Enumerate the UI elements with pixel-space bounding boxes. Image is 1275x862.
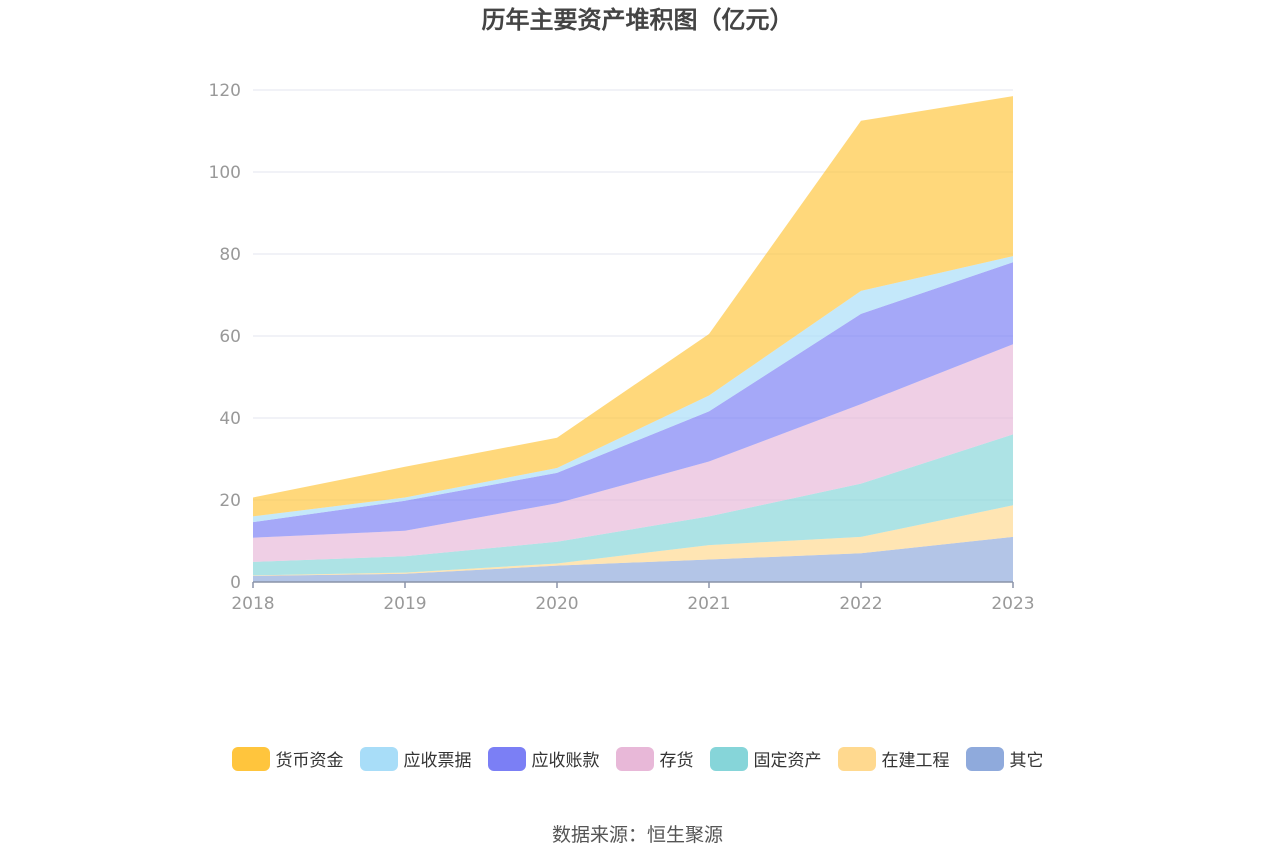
legend-label: 货币资金 <box>275 751 344 771</box>
legend-label: 应收票据 <box>403 751 472 771</box>
y-tick-label: 120 <box>209 81 241 101</box>
y-tick-label: 40 <box>219 409 241 429</box>
legend-item[interactable]: 在建工程 <box>837 746 950 771</box>
legend-label: 其它 <box>1009 751 1044 771</box>
legend: 货币资金 应收票据 应收账款 存货 固定资产 在建工程 其它 <box>0 746 1275 771</box>
legend-label: 固定资产 <box>753 751 822 771</box>
legend-swatch <box>965 746 1004 771</box>
source-note: 数据来源：恒生聚源 <box>551 824 723 846</box>
legend-label: 在建工程 <box>881 751 950 771</box>
x-axis <box>252 581 1014 588</box>
x-tick-label: 2021 <box>687 594 730 614</box>
legend-swatch <box>487 746 526 771</box>
area-series-2 <box>253 434 1013 576</box>
legend-item[interactable]: 固定资产 <box>709 746 822 771</box>
legend-label: 应收账款 <box>531 751 600 771</box>
area-series-6 <box>253 96 1013 517</box>
y-tick-label: 0 <box>230 573 241 593</box>
area-series-5 <box>253 256 1013 523</box>
x-tick-label: 2020 <box>535 594 578 614</box>
legend-swatch <box>231 746 270 771</box>
area-series-3 <box>253 344 1013 562</box>
legend-item[interactable]: 货币资金 <box>231 746 344 771</box>
y-tick-label: 20 <box>219 491 241 511</box>
legend-swatch <box>615 746 654 771</box>
area-series-0 <box>253 536 1013 582</box>
area-series-1 <box>253 505 1013 576</box>
x-tick-label: 2022 <box>839 594 882 614</box>
y-tick-label: 80 <box>219 245 241 265</box>
legend-swatch <box>709 746 748 771</box>
legend-item[interactable]: 应收票据 <box>359 746 472 771</box>
legend-item[interactable]: 应收账款 <box>487 746 600 771</box>
y-tick-label: 100 <box>209 163 241 183</box>
legend-swatch <box>359 746 398 771</box>
legend-swatch <box>837 746 876 771</box>
tick-labels: 0 20 40 60 80 100 120 2018 2019 2020 2021 2022 2023 <box>209 81 1035 614</box>
x-tick-label: 2023 <box>991 594 1034 614</box>
x-tick-label: 2018 <box>231 594 274 614</box>
chart-title: 历年主要资产堆积图（亿元） <box>481 6 794 34</box>
legend-item[interactable]: 其它 <box>965 746 1044 771</box>
area-series-4 <box>253 262 1013 538</box>
x-tick-label: 2019 <box>383 594 426 614</box>
legend-label: 存货 <box>659 751 694 771</box>
legend-item[interactable]: 存货 <box>615 746 694 771</box>
area-series <box>253 96 1013 582</box>
y-tick-label: 60 <box>219 327 241 347</box>
